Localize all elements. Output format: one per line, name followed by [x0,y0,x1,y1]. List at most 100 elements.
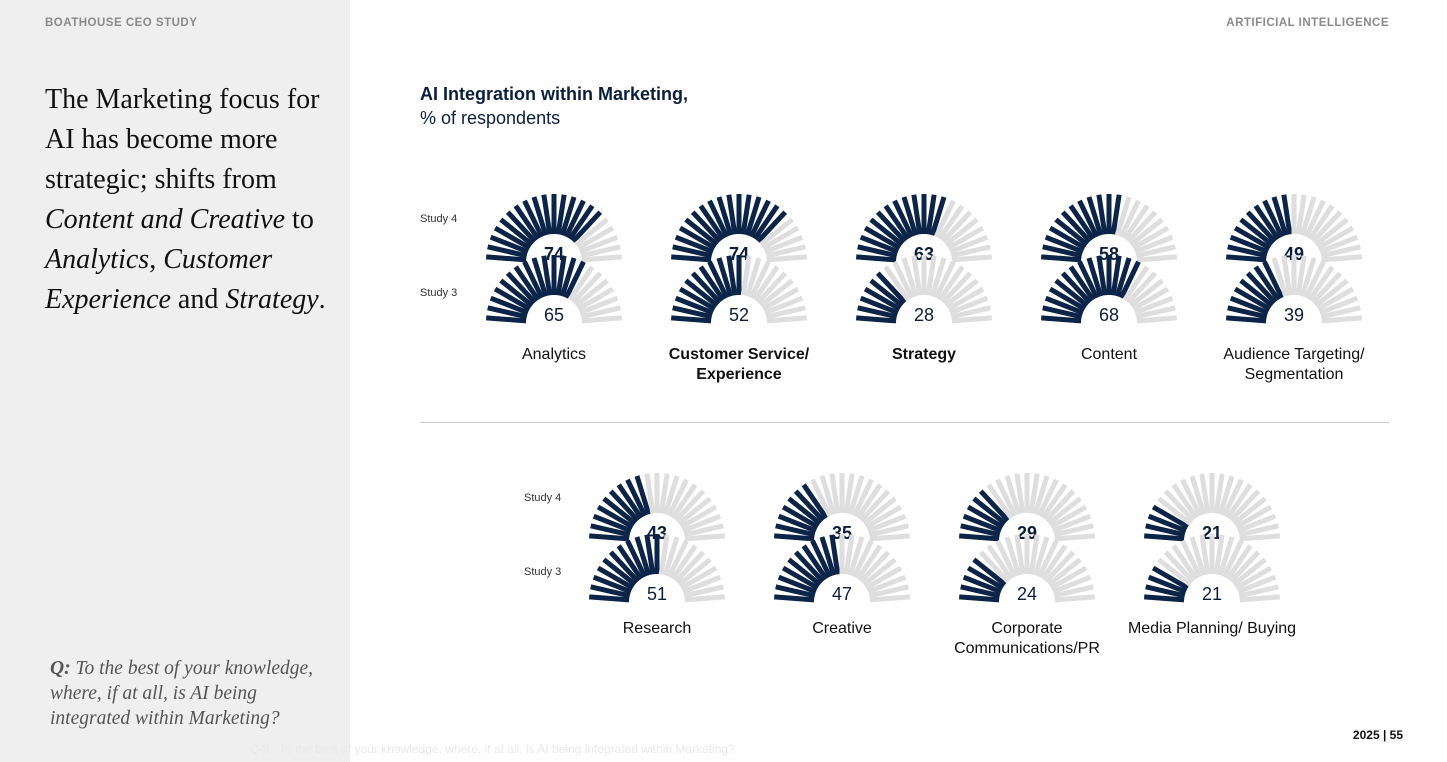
gauge-tick-empty [1126,271,1158,305]
gauge-tick-filled [1068,265,1096,302]
gauge-tick-filled [748,199,771,238]
gauge-tick-empty [744,257,762,297]
gauge-tick-empty [946,225,985,251]
gauge-tick-empty [1014,473,1026,514]
gauge-tick-filled [672,244,713,259]
page-number: 2025 | 55 [1352,728,1403,742]
gauge-tick-filled [499,217,534,247]
gauge-tick-filled [972,496,1007,526]
gauge-tick-filled [592,574,632,595]
gauge-tick-filled [1068,204,1096,241]
gauge-tick-empty [851,478,874,517]
gauge-value-label: 28 [914,305,934,325]
gauge-tick-empty [1299,257,1317,297]
chart-title: AI Integration within Marketing, [420,84,689,104]
gauge-tick-empty [1122,204,1150,241]
gauge-tick-empty [1213,473,1225,514]
gauge-tick-empty [1171,483,1199,520]
gauge-tick-empty [944,217,979,247]
gauge-tick-filled [1041,254,1082,263]
gauge-tick-empty [1047,557,1082,587]
gauge-value-label: 63 [914,244,934,264]
gauge-tick-filled [684,217,719,247]
headline-part: , [149,244,164,275]
gauge-tick-filled [1077,260,1100,299]
gauge-tick-empty [829,473,841,514]
gauge-tick-empty [1135,305,1176,320]
gauge-tick-empty [978,550,1010,584]
gauge-tick-empty [1053,584,1094,599]
headline-part: Analytics [45,244,150,275]
gauge-tick-filled [856,315,897,324]
gauge-tick-empty [1234,504,1273,530]
gauge-value-label: 29 [1017,523,1037,543]
gauge-tick-empty [855,483,883,520]
gauge-tick-empty [869,533,910,542]
gauge-tick-empty [1319,295,1359,316]
gauge-tick-filled [1262,260,1285,299]
gauge-tick-filled [671,315,712,324]
gauge-tick-filled [925,194,937,235]
gauge-tick-filled [674,295,714,316]
gauge-tick-empty [1234,565,1273,591]
gauge-tick-empty [1044,489,1076,523]
gauge-tick-filled [1227,305,1268,320]
gauge-tick-empty [1303,260,1326,299]
gauge-tick-empty [1004,536,1022,576]
gauge-tick-filled [781,565,820,591]
gauge-tick-empty [847,475,865,515]
gauge-tick-filled [596,504,635,530]
gauge-tick-empty [666,478,689,517]
gauge-tick-filled [793,489,825,523]
gauge-tick-empty [925,255,937,296]
headline-part: for AI has become [45,84,320,155]
gauge-study3: 47 [774,534,910,604]
gauge-tick-filled [596,565,635,591]
gauge-study4: 74 [486,194,622,264]
gauge-tick-empty [867,513,907,534]
gauge-tick-empty [765,305,806,320]
gauge-tick-filled [567,204,595,241]
gauge-tick-filled [672,305,713,320]
gauge-tick-filled [1054,217,1089,247]
gauge-tick-filled [1239,217,1274,247]
gauge-tick-filled [726,194,738,235]
gauge-tick-empty [1217,536,1235,576]
gauge-tick-empty [1131,225,1170,251]
gauge-tick-empty [1217,475,1235,515]
category-label: Research [622,620,692,637]
gauge-tick-filled [740,194,752,235]
gauge-tick-filled [531,196,549,236]
gauge-tick-empty [1225,544,1253,581]
gauge-tick-empty [1157,496,1192,526]
gauge-tick-empty [662,475,680,515]
gauge-tick-filled [678,286,717,312]
gauge-study4: 49 [1226,194,1362,264]
gauge-tick-filled [1233,286,1272,312]
gauge-tick-empty [677,557,712,587]
gauge-tick-empty [1028,473,1040,514]
gauge-tick-empty [580,305,621,320]
gauge-value-label: 51 [647,584,667,604]
gauge-tick-filled [487,244,528,259]
gauge-tick-filled [883,204,911,241]
gauge-tick-filled [819,536,837,576]
gauge-tick-empty [1311,210,1343,244]
gauge-tick-empty [1054,533,1095,542]
gauge-tick-empty [1049,504,1088,530]
gauge-study3: 24 [959,534,1095,604]
gauge-tick-empty [995,539,1018,578]
gauge-tick-empty [1221,539,1244,578]
gauge-tick-filled [1114,257,1132,297]
gauge-tick-empty [1189,536,1207,576]
gauge-tick-empty [576,225,615,251]
gauge-tick-empty [679,504,718,530]
gauge-tick-empty [843,473,855,514]
gauge-tick-empty [1303,199,1326,238]
gauge-tick-empty [941,210,973,244]
headline-part: Strategy [225,284,319,315]
gauge-tick-empty [1321,315,1362,324]
gauge-tick-filled [1048,225,1087,251]
gauge-tick-filled [857,305,898,320]
gauge-tick-filled [978,489,1010,523]
